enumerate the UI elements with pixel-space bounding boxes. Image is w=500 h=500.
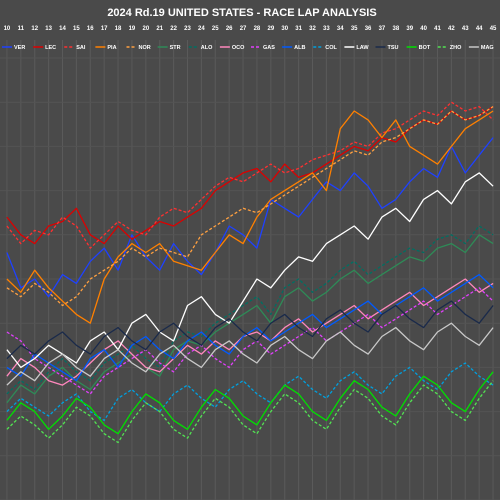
x-tick-label: 28 — [254, 26, 261, 32]
legend-label-col: COL — [325, 45, 337, 51]
legend-label-nor: NOR — [139, 45, 151, 51]
chart-title: 2024 Rd.19 UNITED STATES - RACE LAP ANAL… — [107, 7, 376, 19]
series-line-pia — [6, 110, 494, 324]
x-tick-label: 36 — [365, 26, 372, 32]
x-tick-label: 14 — [59, 26, 66, 32]
x-tick-label: 42 — [448, 26, 455, 32]
x-tick-label: 15 — [73, 26, 80, 32]
series-line-nor — [6, 106, 494, 307]
x-tick-label: 20 — [142, 26, 149, 32]
legend-label-bot: BOT — [419, 45, 431, 51]
series-line-col — [6, 362, 494, 422]
legend-label-ver: VER — [14, 45, 25, 51]
x-tick-label: 45 — [490, 26, 497, 32]
legend-label-sai: SAI — [76, 45, 86, 51]
legend-label-alb: ALB — [294, 45, 305, 51]
series-line-law — [6, 172, 494, 369]
series-line-bot — [6, 371, 494, 435]
x-tick-label: 25 — [212, 26, 219, 32]
x-tick-label: 41 — [434, 26, 441, 32]
x-tick-label: 39 — [406, 26, 413, 32]
x-tick-label: 33 — [323, 26, 330, 32]
x-tick-label: 13 — [45, 26, 52, 32]
x-axis-ticks: 10 11 12 13 14 15 16 17 18 19 20 21 22 23 24 25 26 27 28 29… — [4, 26, 497, 32]
series-line-alb — [6, 273, 494, 382]
series-lines — [6, 101, 494, 444]
x-tick-label: 27 — [240, 26, 247, 32]
series-line-str — [6, 234, 494, 404]
x-tick-label: 10 — [4, 26, 11, 32]
x-tick-label: 17 — [101, 26, 108, 32]
series-line-tsu — [6, 300, 494, 360]
legend-label-mag: MAG — [481, 45, 494, 51]
legend: VER LEC SAI PIA NOR STR ALO OCO GAS ALB COL LAW TSU B… — [2, 45, 494, 51]
x-tick-label: 34 — [337, 26, 344, 32]
legend-label-oco: OCO — [232, 45, 245, 51]
x-tick-label: 18 — [115, 26, 122, 32]
legend-label-pia: PIA — [107, 45, 116, 51]
x-tick-label: 23 — [184, 26, 191, 32]
legend-label-alo: ALO — [201, 45, 213, 51]
x-tick-label: 19 — [129, 26, 136, 32]
x-tick-label: 26 — [226, 26, 233, 32]
series-line-sai — [6, 101, 494, 249]
legend-label-law: LAW — [356, 45, 369, 51]
series-line-alo — [6, 225, 494, 395]
x-tick-label: 40 — [420, 26, 427, 32]
x-tick-label: 12 — [31, 26, 38, 32]
x-tick-label: 11 — [18, 26, 25, 32]
series-line-mag — [6, 322, 494, 386]
x-tick-label: 32 — [309, 26, 316, 32]
legend-label-str: STR — [170, 45, 181, 51]
x-tick-label: 21 — [156, 26, 163, 32]
legend-label-tsu: TSU — [388, 45, 399, 51]
legend-label-zho: ZHO — [450, 45, 462, 51]
series-line-zho — [6, 380, 494, 444]
legend-label-lec: LEC — [45, 45, 56, 51]
x-tick-label: 37 — [379, 26, 386, 32]
x-tick-label: 16 — [87, 26, 94, 32]
series-line-ver — [6, 137, 494, 298]
x-tick-label: 44 — [476, 26, 483, 32]
x-tick-label: 38 — [392, 26, 399, 32]
series-line-gas — [6, 287, 494, 395]
x-tick-label: 31 — [295, 26, 302, 32]
x-tick-label: 43 — [462, 26, 469, 32]
x-tick-label: 35 — [351, 26, 358, 32]
x-tick-label: 30 — [281, 26, 288, 32]
x-tick-label: 22 — [170, 26, 177, 32]
legend-label-gas: GAS — [263, 45, 275, 51]
x-tick-label: 24 — [198, 26, 205, 32]
x-tick-label: 29 — [267, 26, 274, 32]
